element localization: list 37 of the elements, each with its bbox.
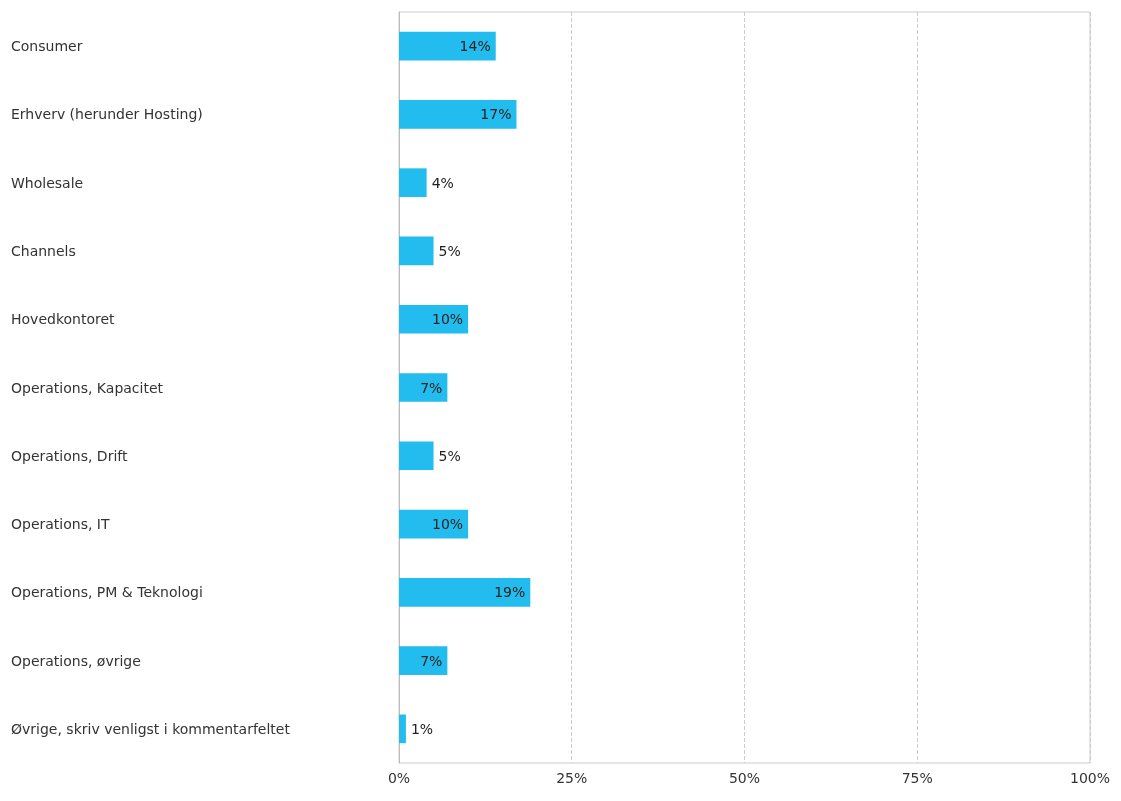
y-tick-label: Operations, øvrige [11, 652, 141, 669]
data-label: 14% [459, 38, 491, 55]
y-tick-label: Consumer [11, 38, 83, 55]
data-label: 5% [438, 242, 461, 259]
y-tick-label: Operations, PM & Teknologi [11, 584, 203, 601]
bar [399, 373, 448, 402]
y-tick-label: Operations, IT [11, 516, 110, 533]
y-tick-label: Operations, Drift [11, 447, 128, 464]
x-tick-label: 0% [387, 770, 411, 786]
data-label: 17% [480, 106, 512, 123]
x-tick-label: 75% [901, 770, 933, 786]
y-tick-label: Øvrige, skriv venligst i kommentarfeltet [11, 720, 291, 737]
y-tick-label: Erhverv (herunder Hosting) [11, 106, 203, 123]
data-label: 7% [420, 379, 443, 396]
x-tick-label: 100% [1069, 770, 1110, 786]
data-label: 1% [410, 720, 434, 737]
data-label: 19% [494, 584, 526, 601]
y-tick-label: Channels [11, 242, 76, 259]
bar [399, 646, 448, 675]
data-label: 10% [431, 311, 464, 328]
bar [399, 714, 406, 744]
data-label: 10% [431, 516, 464, 533]
y-tick-label: Operations, Kapacitet [11, 379, 164, 396]
y-tick-label: Hovedkontoret [11, 311, 116, 328]
bar [399, 31, 496, 61]
x-tick-label: 25% [556, 770, 588, 786]
x-tick-label: 50% [728, 770, 761, 786]
bar [399, 168, 427, 198]
data-label: 4% [431, 174, 454, 191]
data-label: 7% [420, 652, 443, 669]
bar [399, 236, 434, 266]
bar [399, 100, 517, 129]
bar [399, 441, 434, 471]
bar [399, 577, 531, 607]
bar [399, 304, 469, 334]
y-tick-label: Wholesale [11, 174, 84, 191]
data-label: 5% [438, 447, 461, 464]
